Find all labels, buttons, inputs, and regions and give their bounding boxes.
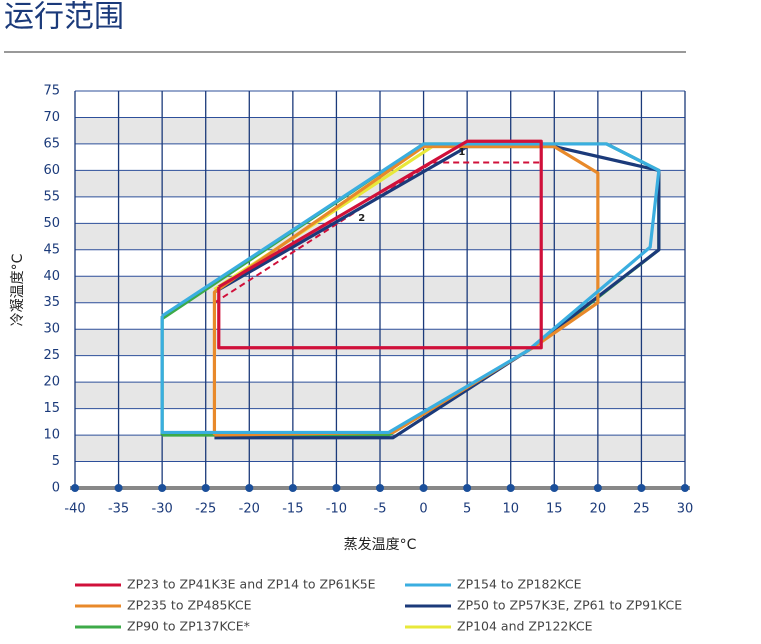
annotation: 1 — [458, 147, 465, 158]
y-tick-label: 0 — [52, 481, 60, 496]
y-tick-label: 45 — [43, 242, 60, 257]
tick-dot — [332, 484, 341, 492]
x-tick-label: 20 — [590, 502, 607, 517]
x-tick-label: 25 — [633, 502, 650, 517]
y-axis-label: 冷凝温度°C — [10, 253, 26, 326]
x-tick-label: 15 — [546, 502, 563, 517]
tick-dot — [463, 484, 472, 492]
envelope-line — [213, 161, 542, 304]
legend-label: ZP23 to ZP41K3E and ZP14 to ZP61K5E — [127, 577, 376, 592]
chart-title: 运行范围 — [4, 0, 124, 35]
tick-dot — [288, 484, 297, 492]
y-tick-label: 40 — [43, 269, 60, 284]
legend-label: ZP104 and ZP122KCE — [457, 619, 593, 634]
y-tick-label: 75 — [43, 84, 60, 99]
x-tick-label: 30 — [677, 502, 694, 517]
y-tick-label: 60 — [43, 163, 60, 178]
tick-dot — [637, 484, 646, 492]
x-tick-label: -40 — [64, 502, 85, 517]
tick-dot — [114, 484, 123, 492]
legend-label: ZP154 to ZP182KCE — [457, 577, 582, 592]
legend-label: ZP90 to ZP137KCE* — [127, 619, 250, 634]
tick-dot — [376, 484, 384, 492]
y-tick-label: 5 — [52, 454, 60, 469]
annotation: 2 — [358, 213, 365, 224]
x-tick-label: -5 — [374, 502, 387, 517]
x-tick-label: 0 — [419, 502, 427, 517]
y-tick-label: 65 — [43, 136, 60, 151]
x-tick-label: -15 — [282, 502, 303, 517]
y-tick-label: 55 — [43, 189, 60, 204]
tick-dot — [681, 484, 689, 492]
tick-dot — [245, 484, 254, 492]
tick-dot — [71, 484, 79, 492]
tick-dot — [550, 484, 559, 492]
x-tick-label: 10 — [502, 502, 519, 517]
x-tick-label: -20 — [239, 502, 260, 517]
y-tick-label: 20 — [43, 375, 60, 390]
envelope-line — [217, 139, 543, 350]
x-tick-label: -35 — [108, 502, 129, 517]
y-tick-label: 70 — [43, 110, 60, 125]
y-tick-label: 15 — [43, 401, 60, 416]
tick-dot — [158, 484, 167, 492]
x-tick-label: 5 — [463, 502, 471, 517]
tick-dot — [506, 484, 515, 492]
y-tick-label: 30 — [43, 322, 60, 337]
x-axis-label: 蒸发温度°C — [344, 537, 417, 553]
legend-label: ZP235 to ZP485KCE — [127, 598, 252, 613]
y-tick-label: 10 — [43, 428, 60, 443]
tick-dot — [419, 484, 428, 492]
tick-dot — [593, 484, 602, 492]
y-tick-label: 35 — [43, 295, 60, 310]
legend-label: ZP50 to ZP57K3E, ZP61 to ZP91KCE — [457, 598, 682, 613]
x-tick-label: -25 — [195, 502, 216, 517]
x-tick-label: -10 — [326, 502, 347, 517]
x-tick-label: -30 — [152, 502, 173, 517]
envelope-line — [160, 142, 661, 435]
y-tick-label: 25 — [43, 348, 60, 363]
tick-dot — [201, 484, 210, 492]
y-tick-label: 50 — [43, 216, 60, 231]
